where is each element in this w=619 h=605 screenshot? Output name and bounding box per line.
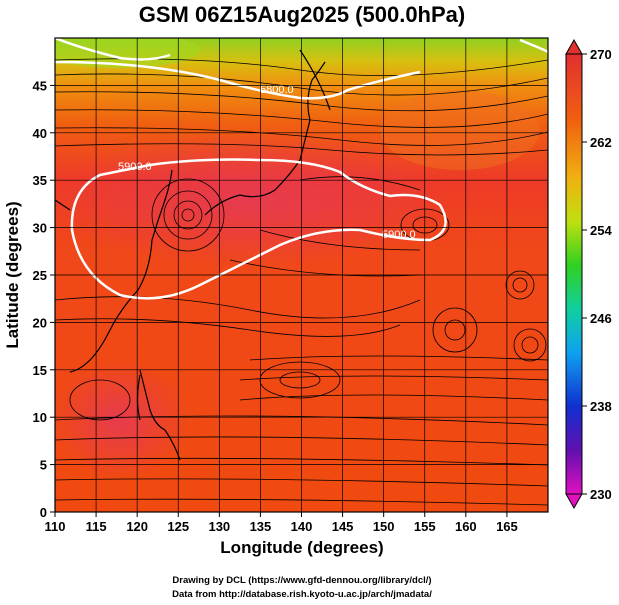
- contour-northeast: [519, 38, 548, 54]
- colorbar-tick-label: 230: [590, 487, 612, 502]
- x-tick-label: 115: [86, 519, 107, 534]
- contour-label-1: 5900.0: [118, 161, 152, 173]
- grid-lines: [55, 38, 548, 512]
- y-tick-label: 20: [33, 315, 47, 330]
- y-axis-ticks: 0 5 10 15 20 25 30 35 40 45: [33, 78, 55, 520]
- x-tick-label: 155: [414, 519, 436, 534]
- coastlines: [55, 49, 331, 461]
- x-tick-label: 110: [45, 519, 66, 534]
- map-panel: 5900.0 5900.0 5800.0: [55, 38, 548, 512]
- x-tick-label: 160: [455, 519, 477, 534]
- y-tick-label: 10: [33, 410, 47, 425]
- colorbar: 230 238 246 254 262 270: [565, 38, 612, 510]
- green-region: [55, 38, 200, 68]
- x-tick-label: 135: [250, 519, 272, 534]
- colorbar-gradient: [565, 53, 583, 495]
- x-axis-ticks: 110 115 120 125 130 135 140 145 150 155 160 165: [45, 512, 518, 534]
- x-axis-label: Longitude (degrees): [220, 538, 383, 557]
- y-tick-label: 40: [33, 126, 47, 141]
- x-tick-label: 150: [373, 519, 395, 534]
- colorbar-top-arrow: [565, 38, 583, 55]
- warm-region-south: [55, 360, 190, 480]
- contour-label-3: 5800.0: [260, 84, 294, 96]
- credit-line-2: Data from http://database.rish.kyoto-u.a…: [172, 589, 432, 600]
- x-tick-label: 145: [332, 519, 354, 534]
- y-tick-label: 25: [33, 268, 47, 283]
- x-tick-label: 125: [167, 519, 189, 534]
- contour-label-2: 5900.0: [382, 229, 416, 241]
- x-tick-label: 120: [126, 519, 148, 534]
- colorbar-bottom-arrow: [565, 493, 583, 510]
- y-axis-label: Latitude (degrees): [3, 201, 22, 348]
- x-tick-label: 140: [291, 519, 313, 534]
- orange-region: [380, 90, 540, 170]
- contour-north: [55, 38, 171, 61]
- credit-line-1: Drawing by DCL (https://www.gfd-dennou.o…: [172, 575, 431, 586]
- colorbar-tick-label: 246: [590, 311, 612, 326]
- warm-region: [55, 130, 450, 270]
- x-tick-label: 130: [208, 519, 230, 534]
- x-tick-label: 165: [496, 519, 518, 534]
- chart-title: GSM 06Z15Aug2025 (500.0hPa): [139, 2, 465, 27]
- y-tick-label: 45: [33, 78, 47, 93]
- colorbar-tick-label: 238: [590, 399, 612, 414]
- y-tick-label: 5: [40, 458, 47, 473]
- y-tick-label: 35: [33, 173, 47, 188]
- contour-5900-outer: [70, 158, 447, 300]
- streamlines: [55, 58, 548, 506]
- colorbar-tick-label: 270: [590, 47, 612, 62]
- colorbar-tick-label: 254: [590, 223, 612, 238]
- y-tick-label: 30: [33, 221, 47, 236]
- colorbar-ticks: 230 238 246 254 262 270: [582, 47, 612, 502]
- y-tick-label: 0: [40, 505, 47, 520]
- y-tick-label: 15: [33, 363, 47, 378]
- colorbar-tick-label: 262: [590, 135, 612, 150]
